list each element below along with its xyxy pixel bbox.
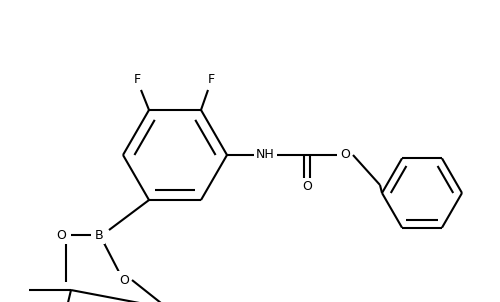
Text: O: O <box>302 181 312 194</box>
Text: O: O <box>56 229 66 242</box>
Text: B: B <box>94 229 104 242</box>
Text: NH: NH <box>256 149 274 162</box>
Text: F: F <box>208 73 214 86</box>
Text: F: F <box>134 73 140 86</box>
Text: O: O <box>119 274 129 287</box>
Text: O: O <box>340 149 350 162</box>
